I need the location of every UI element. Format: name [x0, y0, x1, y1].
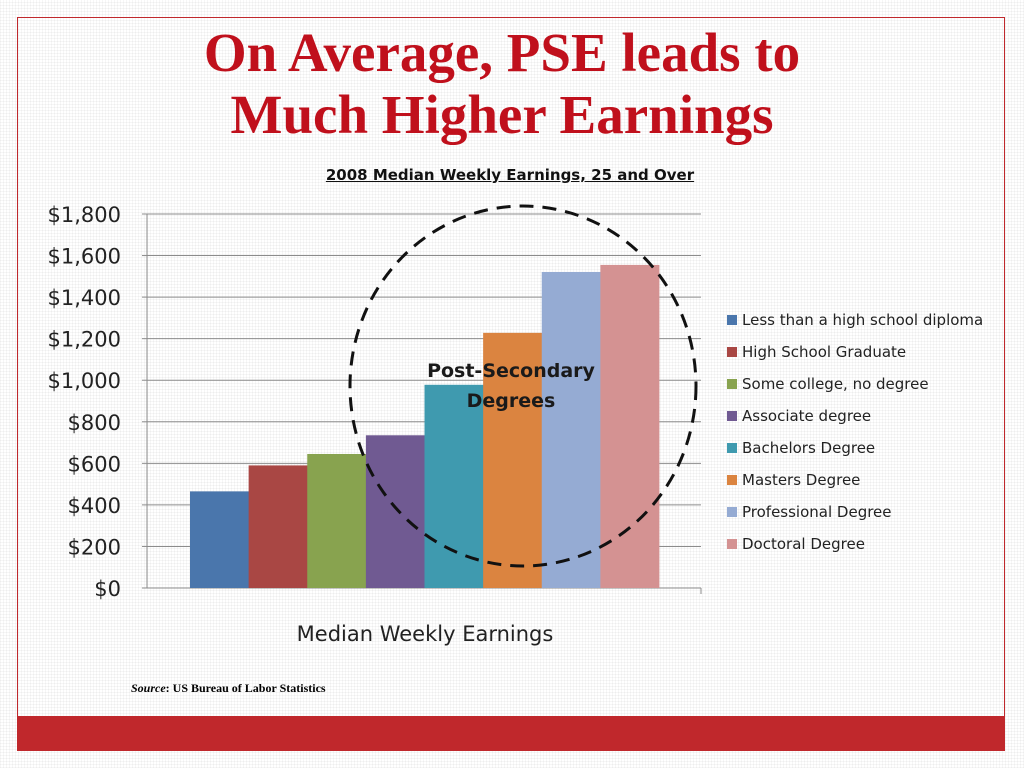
y-tick-label: $200	[68, 535, 121, 559]
y-tick-label: $1,200	[48, 328, 121, 352]
legend-swatch	[727, 475, 737, 485]
bottom-accent-bar	[17, 716, 1005, 751]
legend-swatch	[727, 379, 737, 389]
legend-item: Professional Degree	[727, 496, 983, 528]
bar-series-6	[483, 332, 543, 588]
bar-series-3	[307, 453, 367, 588]
y-tick-labels: $0 $200 $400 $600 $800 $1,000 $1,200 $1,400 $1,6…	[48, 203, 121, 601]
legend-item: Less than a high school diploma	[727, 304, 983, 336]
legend-label: Associate degree	[742, 407, 872, 425]
x-axis-label: Median Weekly Earnings	[297, 622, 554, 646]
legend-label: Less than a high school diploma	[742, 311, 984, 329]
slide-title: On Average, PSE leads to Much Higher Ear…	[0, 22, 1004, 146]
legend-label: Doctoral Degree	[742, 535, 865, 553]
y-tick-label: $600	[68, 452, 121, 476]
source-label: Source	[131, 681, 166, 695]
bar-series-8	[600, 264, 660, 588]
chart-title: 2008 Median Weekly Earnings, 25 and Over	[325, 166, 695, 184]
chart-legend: Less than a high school diploma High Scho…	[727, 304, 983, 560]
legend-swatch	[727, 411, 737, 421]
y-tick-label: $1,400	[48, 286, 121, 310]
annotation-line-1: Post-Secondary	[427, 360, 595, 382]
slide-title-line-1: On Average, PSE leads to	[203, 22, 801, 83]
legend-swatch	[727, 539, 737, 549]
legend-swatch	[727, 443, 737, 453]
source-note: Source: US Bureau of Labor Statistics	[131, 681, 326, 696]
legend-item: Some college, no degree	[727, 368, 983, 400]
bars	[190, 264, 660, 588]
legend-swatch	[727, 507, 737, 517]
legend-label: Bachelors Degree	[742, 439, 876, 457]
y-tick-label: $800	[68, 411, 121, 435]
legend-item: Masters Degree	[727, 464, 983, 496]
annotation-line-2: Degrees	[467, 390, 556, 412]
bar-series-2	[248, 465, 308, 588]
bar-series-5	[424, 384, 484, 588]
bar-series-4	[365, 435, 425, 588]
legend-label: High School Graduate	[742, 343, 907, 361]
legend-label: Professional Degree	[742, 503, 892, 521]
source-text: : US Bureau of Labor Statistics	[165, 681, 326, 695]
y-tick-label: $0	[94, 577, 121, 601]
legend-swatch	[727, 347, 737, 357]
bar-series-7	[541, 271, 601, 588]
highlight-dashed-circle	[348, 204, 698, 568]
legend-label: Masters Degree	[742, 471, 861, 489]
bar-series-1	[190, 491, 250, 588]
y-tick-label: $1,000	[48, 369, 121, 393]
legend-item: High School Graduate	[727, 336, 983, 368]
legend-label: Some college, no degree	[742, 375, 929, 393]
y-tick-label: $1,600	[48, 245, 121, 269]
slide-title-line-2: Much Higher Earnings	[230, 84, 774, 145]
legend-item: Bachelors Degree	[727, 432, 983, 464]
legend-item: Doctoral Degree	[727, 528, 983, 560]
legend-swatch	[727, 315, 737, 325]
y-tick-label: $1,800	[48, 203, 121, 227]
legend-item: Associate degree	[727, 400, 983, 432]
y-tick-label: $400	[68, 494, 121, 518]
